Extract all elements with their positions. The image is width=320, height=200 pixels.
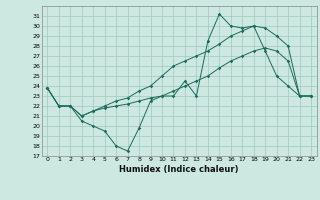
X-axis label: Humidex (Indice chaleur): Humidex (Indice chaleur)	[119, 165, 239, 174]
